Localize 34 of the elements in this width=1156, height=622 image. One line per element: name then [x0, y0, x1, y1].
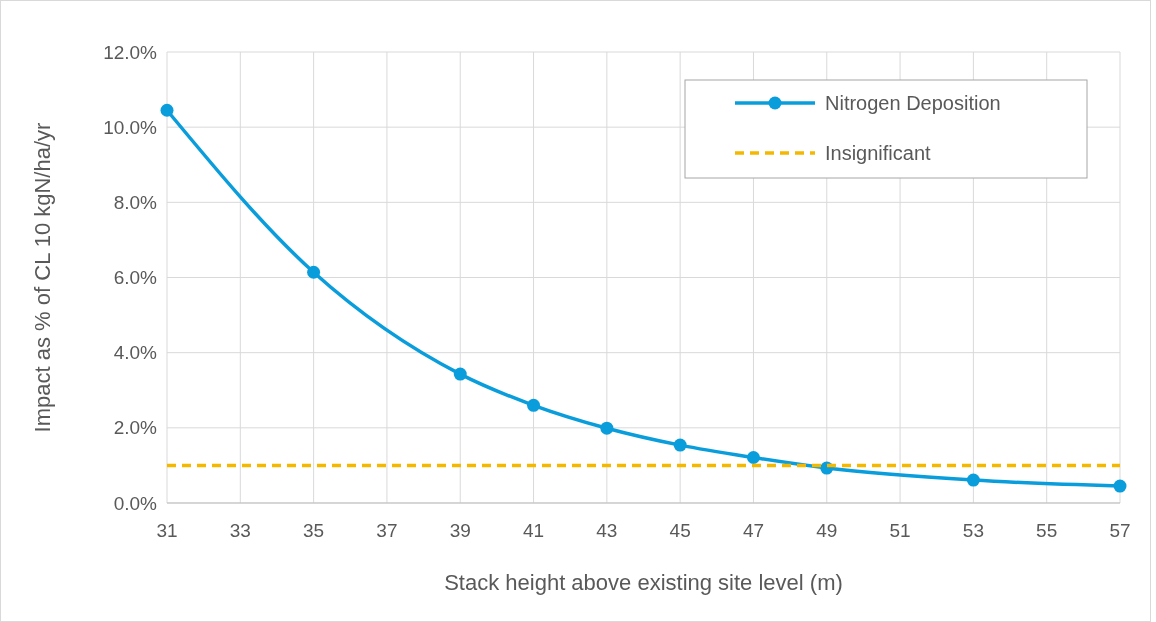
legend-label: Nitrogen Deposition: [825, 92, 1001, 114]
y-tick-label: 8.0%: [113, 191, 158, 213]
point: [966, 473, 980, 487]
y-tick-label: 0.0%: [113, 492, 158, 514]
y-tick-label: 2.0%: [113, 417, 158, 439]
x-tick-label: 53: [962, 520, 984, 541]
point: [746, 451, 760, 465]
x-tick-label: 39: [449, 520, 471, 541]
y-tick-label: 6.0%: [113, 267, 158, 289]
x-tick-label: 51: [889, 520, 911, 541]
x-tick-label: 41: [522, 520, 545, 541]
point: [1113, 479, 1127, 493]
point: [527, 398, 541, 412]
x-tick-label: 35: [303, 520, 325, 541]
x-tick-label: 49: [816, 520, 838, 541]
y-tick-label: 10.0%: [103, 116, 158, 138]
point: [307, 265, 321, 279]
y-tick-label: 4.0%: [113, 342, 158, 364]
point: [160, 103, 174, 117]
y-axis-title: Impact as % of CL 10 kgN/ha/yr: [30, 122, 55, 433]
x-tick-label: 33: [229, 520, 251, 541]
point: [453, 367, 467, 381]
point: [673, 438, 687, 452]
x-tick-label: 47: [742, 520, 765, 541]
x-tick-label: 31: [156, 520, 178, 541]
x-tick-label: 45: [669, 520, 691, 541]
y-tick-label: 12.0%: [103, 41, 158, 63]
x-tick-label: 57: [1109, 520, 1131, 541]
legend-label: Insignificant: [825, 142, 932, 164]
x-axis-title: Stack height above existing site level (m): [444, 570, 843, 595]
x-tick-label: 43: [596, 520, 618, 541]
point: [600, 421, 614, 435]
x-tick-label: 55: [1036, 520, 1058, 541]
x-tick-label: 37: [376, 520, 398, 541]
